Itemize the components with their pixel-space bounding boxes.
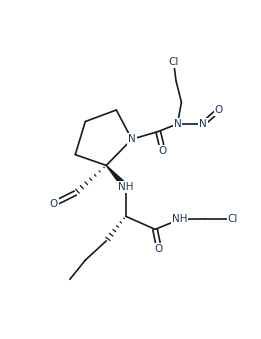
- Text: NH: NH: [172, 214, 188, 224]
- Text: O: O: [159, 146, 167, 156]
- Text: O: O: [49, 199, 58, 209]
- Text: N: N: [199, 119, 207, 129]
- Polygon shape: [106, 165, 128, 189]
- Text: O: O: [155, 244, 163, 254]
- Text: O: O: [215, 105, 223, 115]
- Text: N: N: [174, 119, 181, 129]
- Text: N: N: [128, 134, 136, 144]
- Text: Cl: Cl: [169, 57, 179, 67]
- Text: Cl: Cl: [227, 214, 238, 224]
- Text: NH: NH: [118, 182, 133, 192]
